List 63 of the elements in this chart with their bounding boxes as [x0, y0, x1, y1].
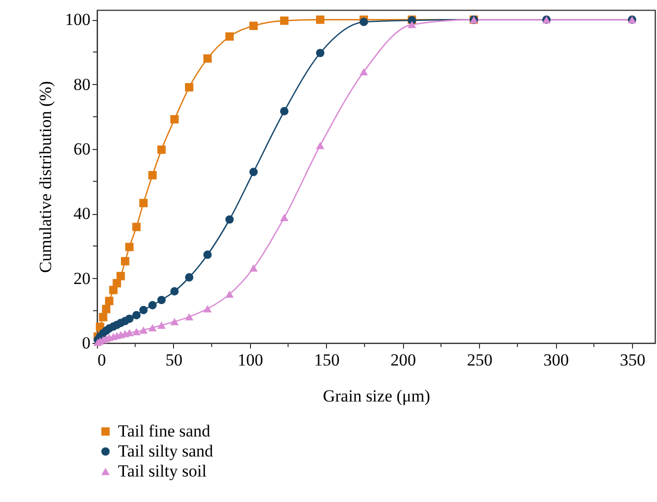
x-tick-label: 150	[314, 350, 340, 370]
y-tick-label: 100	[65, 10, 90, 30]
point	[105, 296, 114, 306]
point	[125, 242, 134, 252]
point	[185, 273, 194, 282]
point	[316, 48, 324, 58]
point	[170, 318, 179, 326]
point	[148, 324, 157, 332]
point	[98, 312, 108, 322]
point	[132, 311, 141, 320]
point	[225, 215, 234, 224]
point	[280, 16, 288, 25]
point	[157, 296, 166, 304]
point	[157, 145, 166, 154]
y-axis-title: Cumulative distribution (%)	[36, 81, 55, 273]
y-tick-label: 80	[74, 74, 90, 94]
x-tick-label: 350	[620, 350, 646, 370]
point	[148, 301, 157, 310]
x-axis-title: Grain size (μm)	[322, 386, 430, 406]
point	[112, 279, 122, 288]
point	[170, 115, 179, 124]
point	[116, 272, 125, 280]
point	[120, 257, 130, 266]
point	[225, 32, 234, 41]
point	[203, 305, 212, 312]
point	[132, 328, 141, 336]
point	[125, 314, 134, 323]
point	[249, 168, 258, 176]
point	[408, 20, 416, 28]
x-tick-label: 0	[98, 350, 106, 370]
y-tick-label: 60	[74, 140, 90, 159]
point	[139, 306, 148, 314]
x-tick-label: 300	[543, 350, 569, 370]
point	[280, 214, 288, 222]
y-tick-label: 40	[74, 204, 90, 224]
point	[132, 222, 141, 232]
point	[316, 142, 324, 150]
point	[225, 290, 234, 298]
legend-label: Tail fine sand	[118, 422, 211, 440]
point	[360, 18, 368, 26]
point	[249, 22, 258, 30]
x-tick-label: 250	[466, 350, 492, 370]
point	[360, 68, 368, 76]
y-tick-label: 0	[82, 334, 90, 352]
point	[316, 16, 324, 24]
point	[185, 83, 194, 92]
point	[139, 198, 148, 208]
point	[203, 54, 212, 63]
point	[185, 313, 194, 320]
point	[203, 250, 212, 259]
point	[102, 304, 110, 314]
legend-label: Tail silty sand	[118, 442, 214, 460]
point	[148, 171, 157, 180]
x-tick-label: 100	[238, 350, 264, 370]
point	[170, 287, 179, 296]
y-tick-label: 20	[74, 268, 90, 288]
x-tick-label: 50	[165, 350, 182, 370]
x-tick-label: 200	[390, 350, 416, 370]
point	[157, 322, 166, 329]
point	[139, 326, 148, 334]
point	[249, 264, 258, 272]
point	[280, 107, 288, 116]
legend-label: Tail silty soil	[118, 462, 207, 480]
